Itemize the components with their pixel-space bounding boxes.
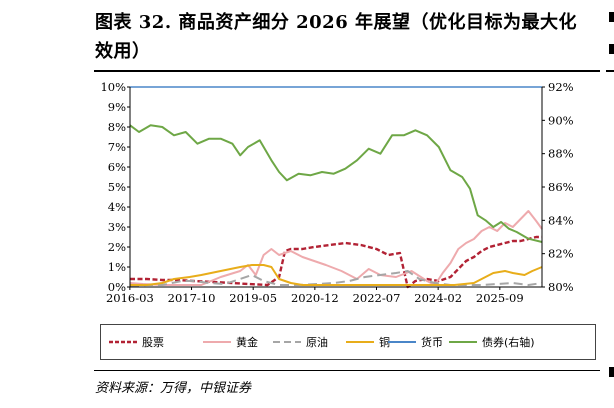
x-tick-label: 2017-10 [168,291,216,305]
left-tick-label: 8% [108,120,126,134]
left-tick-label: 0% [108,280,126,294]
title-rule [94,70,600,72]
legend-item-money: 货币 [386,325,443,359]
left-tick-label: 2% [108,240,126,254]
legend-item-oil: 原油 [271,325,328,359]
source-note: 资料来源：万得，中银证券 [95,381,252,396]
x-tick-label: 2024-02 [414,291,462,305]
legend-label: 货币 [421,336,443,349]
legend-swatch-copper [346,341,374,343]
series-line-copper [130,264,543,286]
legend-item-copper: 铜 [344,325,390,359]
legend-label: 债券(右轴) [482,336,535,349]
left-tick-label: 9% [108,100,126,114]
x-tick-label: 2019-05 [229,291,277,305]
x-tick-label: 2016-03 [106,291,154,305]
right-tick-label: 82% [548,247,574,261]
left-tick-label: 3% [108,220,126,234]
legend-label: 股票 [142,336,164,349]
x-tick-label: 2025-09 [476,291,524,305]
chart-area: 0% 1% 2% 3% 4% 5% 6% 7% 8% 9% 10% 80% 82% 84% 86% 88% 90… [100,80,574,305]
legend-swatch-bond [449,341,477,343]
legend-item-bond: 债券(右轴) [447,325,535,359]
legend-label: 原油 [306,336,328,349]
right-tick-label: 90% [548,113,574,127]
x-tick-label: 2022-07 [353,291,401,305]
legend-label: 黄金 [236,336,258,349]
source-rule [94,370,600,371]
legend-label: 铜 [379,336,390,349]
left-tick-label: 4% [108,200,126,214]
legend-swatch-gold [203,341,231,343]
legend-swatch-stock [109,340,137,344]
right-tick-label: 80% [548,280,574,294]
right-tick-label: 86% [548,180,574,194]
right-tick-label: 92% [548,80,574,94]
legend-item-stock: 股票 [107,325,164,359]
left-tick-label: 10% [100,80,126,94]
legend-item-gold: 黄金 [201,325,258,359]
left-tick-label: 1% [108,260,126,274]
legend-swatch-oil [273,341,301,343]
series-line-gold [129,210,543,286]
right-tick-label: 88% [548,147,574,161]
left-tick-label: 6% [108,160,126,174]
legend-swatch-money [388,341,416,343]
x-tick-label: 2020-12 [291,291,339,305]
right-tick-label: 84% [548,213,574,227]
adjacent-page-edge [606,0,614,408]
legend: 股票 黄金 原油 铜 货币 债券(右轴) [100,324,596,360]
series-line-oil [129,270,543,287]
chart-title: 图表 32. 商品资产细分 2026 年展望（优化目标为最大化效用） [95,12,577,62]
series-line-bond [129,124,543,243]
left-tick-label: 7% [108,140,126,154]
left-tick-label: 5% [108,180,126,194]
